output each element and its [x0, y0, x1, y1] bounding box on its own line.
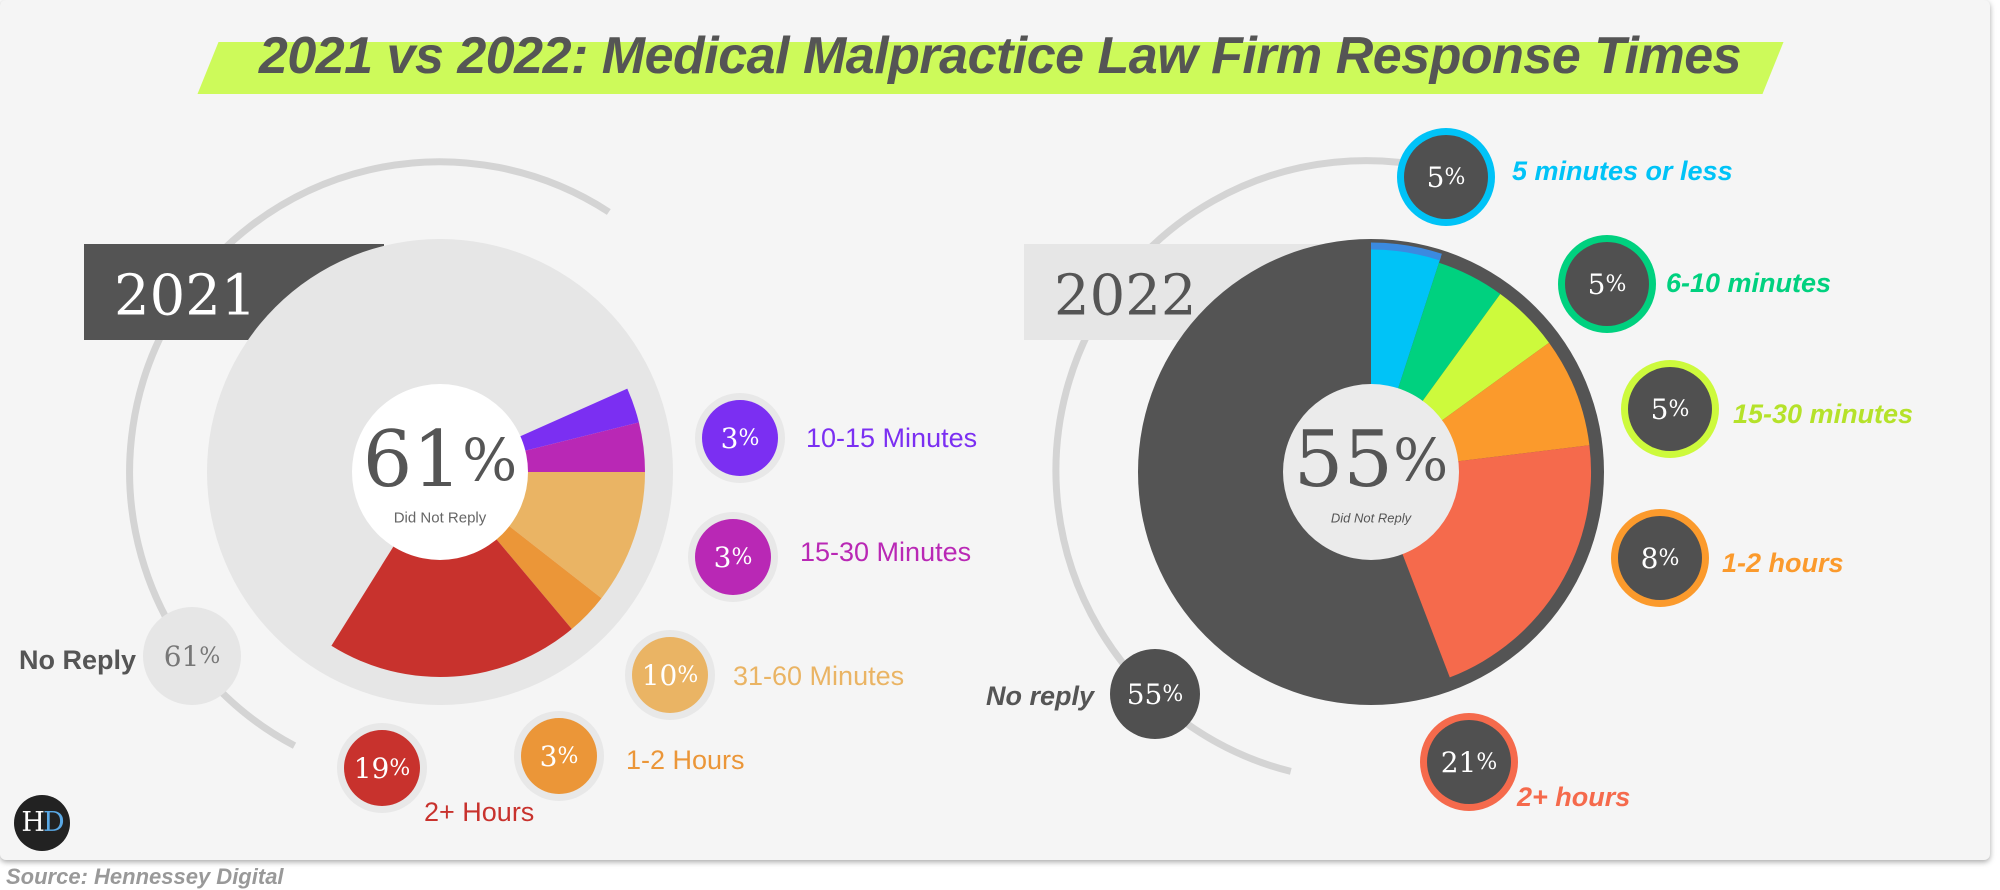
- badge-5-minutes-or-less-2022: 5%: [1397, 128, 1495, 226]
- badge-value-15-30-minutes-2022: 5%: [1651, 393, 1690, 426]
- slice-label-2-hours-2021: 2+ Hours: [424, 797, 534, 827]
- badge-value-no-reply-2021: 61%: [164, 640, 221, 673]
- slice-label-31-60-minutes-2021: 31-60 Minutes: [733, 661, 904, 691]
- source-note: Source: Hennessey Digital: [6, 864, 284, 889]
- badge-circle-no-reply-2022: [1110, 649, 1200, 739]
- badge-1-2-hours-2021: 3%: [514, 711, 604, 801]
- badge-value-31-60-minutes-2021: 10%: [642, 659, 699, 692]
- slice-label-1-2-hours-2021: 1-2 Hours: [626, 745, 745, 775]
- badge-2-hours-2022: 21%: [1420, 713, 1518, 811]
- badge-circle-15-30-minutes-2022: [1628, 367, 1712, 451]
- badge-value-10-15-minutes-2021: 3%: [721, 422, 760, 455]
- badge-circle-6-10-minutes-2022: [1565, 242, 1649, 326]
- badge-value-5-minutes-or-less-2022: 5%: [1427, 161, 1466, 194]
- badge-circle-no-reply-2021: [150, 614, 234, 698]
- badge-10-15-minutes-2021: 3%: [695, 393, 785, 483]
- badge-value-2-hours-2021-number: 19: [354, 752, 390, 785]
- badge-value-15-30-minutes-2022-unit: %: [1668, 397, 1689, 422]
- slice-label-10-15-minutes-2021: 10-15 Minutes: [806, 423, 977, 453]
- badge-value-no-reply-2021-number: 61: [164, 640, 200, 673]
- center-value-2022: 55%: [1294, 415, 1448, 505]
- badge-no-reply-2021: 61%: [143, 607, 241, 705]
- center-value-number-2022: 55: [1294, 415, 1393, 505]
- badge-value-1-2-hours-2022: 8%: [1641, 542, 1680, 575]
- center-label-2021: Did Not Reply: [394, 510, 487, 527]
- badge-15-30-minutes-2021: 3%: [688, 512, 778, 602]
- badge-circle-1-2-hours-2021: [521, 718, 597, 794]
- badge-value-15-30-minutes-2022-number: 5: [1651, 393, 1669, 426]
- pie-center-2022: [1283, 384, 1459, 560]
- badge-value-31-60-minutes-2021-number: 10: [642, 659, 678, 692]
- badge-value-no-reply-2022-number: 55: [1127, 678, 1163, 711]
- slice-label-5-minutes-or-less-2022: 5 minutes or less: [1512, 156, 1733, 186]
- badge-circle-2-hours-2022: [1427, 720, 1511, 804]
- badge-15-30-minutes-2022: 5%: [1621, 360, 1719, 458]
- badge-2-hours-2021: 19%: [337, 723, 427, 813]
- pie-center-2021: [352, 384, 528, 560]
- badge-circle-5-minutes-or-less-2022: [1404, 135, 1488, 219]
- badge-value-15-30-minutes-2021-unit: %: [731, 545, 752, 570]
- pie-slice-2-hours-2021: [331, 472, 572, 677]
- slice-label-15-30-minutes-2022: 15-30 minutes: [1733, 399, 1913, 429]
- badge-value-15-30-minutes-2021-number: 3: [714, 541, 732, 574]
- center-value-2021: 61%: [363, 415, 517, 505]
- badge-6-10-minutes-2022: 5%: [1558, 235, 1656, 333]
- slice-label-15-30-minutes-2021: 15-30 Minutes: [800, 537, 971, 567]
- badge-value-10-15-minutes-2021-unit: %: [738, 426, 759, 451]
- chart-2021: 2021 61% Did Not Reply 61% No Reply 3% 10-15 M…: [19, 158, 977, 827]
- center-label-2022: Did Not Reply: [1331, 511, 1413, 526]
- badge-value-5-minutes-or-less-2022-unit: %: [1444, 165, 1465, 190]
- badge-value-2-hours-2022: 21%: [1441, 746, 1498, 779]
- badge-value-6-10-minutes-2022: 5%: [1588, 268, 1627, 301]
- center-value-unit-2022: %: [1393, 426, 1448, 494]
- badge-value-1-2-hours-2022-unit: %: [1658, 546, 1679, 571]
- badge-circle-15-30-minutes-2021: [695, 519, 771, 595]
- slice-label-1-2-hours-2022: 1-2 hours: [1722, 548, 1844, 578]
- badge-value-6-10-minutes-2022-unit: %: [1605, 272, 1626, 297]
- logo-letter-h: H: [21, 807, 45, 838]
- badge-1-2-hours-2022: 8%: [1611, 509, 1709, 607]
- badge-value-2-hours-2022-number: 21: [1441, 746, 1477, 779]
- badge-value-6-10-minutes-2022-number: 5: [1588, 268, 1606, 301]
- year-label-2022: 2022: [1054, 264, 1197, 329]
- badge-circle-10-15-minutes-2021: [702, 400, 778, 476]
- slice-label-2-hours-2022: 2+ hours: [1516, 782, 1630, 812]
- badge-value-no-reply-2022-unit: %: [1162, 682, 1183, 707]
- badge-circle-1-2-hours-2022: [1618, 516, 1702, 600]
- badge-no-reply-2022: 55%: [1110, 649, 1200, 739]
- badge-value-no-reply-2022: 55%: [1127, 678, 1184, 711]
- badge-value-1-2-hours-2021-unit: %: [557, 744, 578, 769]
- badge-value-2-hours-2022-unit: %: [1476, 750, 1497, 775]
- badge-value-1-2-hours-2022-number: 8: [1641, 542, 1659, 575]
- badge-value-5-minutes-or-less-2022-number: 5: [1427, 161, 1445, 194]
- badge-circle-31-60-minutes-2021: [632, 637, 708, 713]
- badge-31-60-minutes-2021: 10%: [625, 630, 715, 720]
- slice-label-6-10-minutes-2022: 6-10 minutes: [1666, 268, 1831, 298]
- badge-value-1-2-hours-2021-number: 3: [540, 740, 558, 773]
- slice-label-no-reply-2021: No Reply: [19, 645, 136, 675]
- slice-label-no-reply-2022: No reply: [986, 681, 1096, 711]
- badge-value-31-60-minutes-2021-unit: %: [677, 663, 698, 688]
- pie-slice-highlight-2022: [1370, 242, 1442, 261]
- chart-title: 2021 vs 2022: Medical Malpractice Law Fi…: [258, 27, 1742, 85]
- logo-letter-d: D: [42, 807, 65, 838]
- center-value-unit-2021: %: [462, 426, 517, 494]
- year-label-2021: 2021: [114, 264, 257, 329]
- badge-value-no-reply-2021-unit: %: [199, 644, 220, 669]
- badge-value-10-15-minutes-2021-number: 3: [721, 422, 739, 455]
- hd-logo: HD: [14, 795, 70, 851]
- badge-value-1-2-hours-2021: 3%: [540, 740, 579, 773]
- center-value-number-2021: 61: [363, 415, 462, 505]
- badge-circle-2-hours-2021: [344, 730, 420, 806]
- badge-value-2-hours-2021: 19%: [354, 752, 411, 785]
- badge-value-15-30-minutes-2021: 3%: [714, 541, 753, 574]
- badge-value-2-hours-2021-unit: %: [389, 756, 410, 781]
